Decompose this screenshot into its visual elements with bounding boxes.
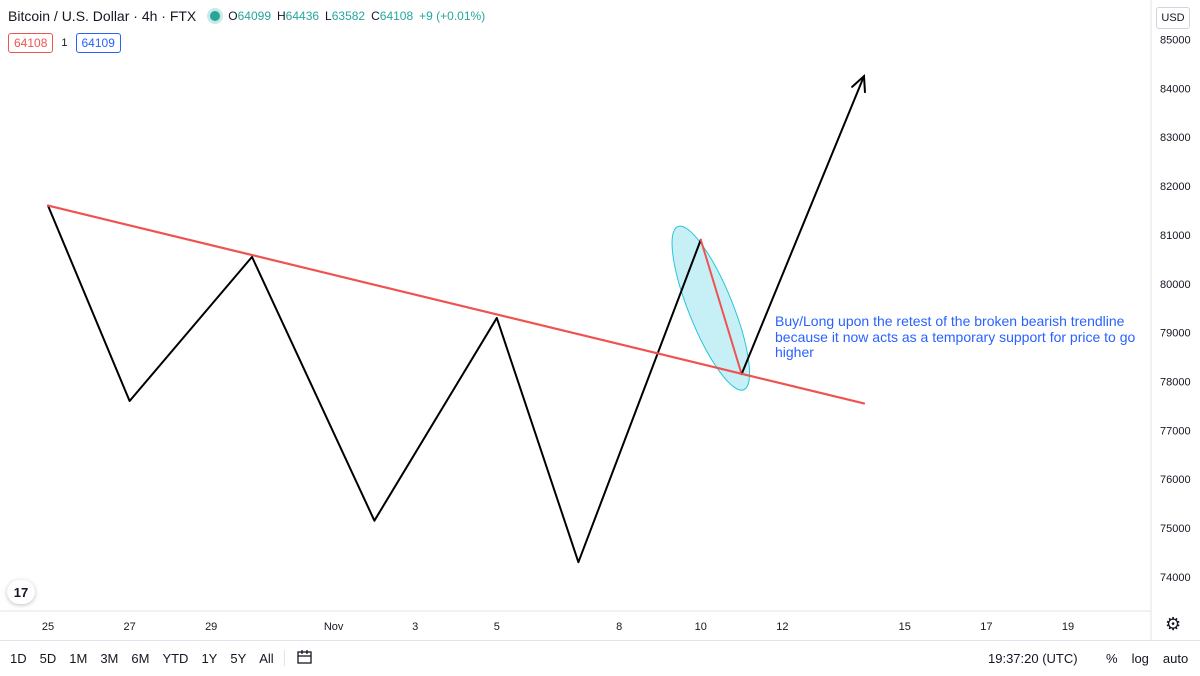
ohlc-high: H64436 (277, 9, 320, 23)
percent-scale-button[interactable]: % (1106, 651, 1118, 666)
range-buttons: 1D 5D 1M 3M 6M YTD 1Y 5Y All (10, 651, 274, 666)
ohlc-close: C64108 (371, 9, 414, 23)
price-axis[interactable]: 85000 84000 83000 82000 81000 80000 79000 78000… (1160, 35, 1191, 584)
price-tick-label: 80000 (1160, 279, 1191, 291)
time-tick-label: 29 (205, 621, 217, 633)
time-tick-label: 3 (412, 621, 418, 633)
range-button-all[interactable]: All (259, 651, 274, 666)
price-tick-label: 84000 (1160, 83, 1191, 95)
price-tick-label: 82000 (1160, 181, 1191, 193)
auto-scale-button[interactable]: auto (1162, 651, 1189, 666)
drawing-layer (46, 74, 866, 564)
time-tick-label: 5 (494, 621, 500, 633)
range-button-1d[interactable]: 1D (10, 651, 27, 666)
utc-clock[interactable]: 19:37:20 (UTC) (988, 651, 1078, 666)
range-button-5d[interactable]: 5D (39, 651, 57, 666)
toolbar-divider (284, 650, 285, 666)
range-button-5y[interactable]: 5Y (230, 651, 247, 666)
bearish-trendline (46, 204, 866, 405)
range-button-ytd[interactable]: YTD (162, 651, 189, 666)
range-button-6m[interactable]: 6M (131, 651, 150, 666)
price-tick-label: 78000 (1160, 376, 1191, 388)
price-tick-label: 85000 (1160, 35, 1191, 47)
price-tick-label: 74000 (1160, 572, 1191, 584)
retest-leg-line (699, 238, 743, 376)
chart-area[interactable]: 85000 84000 83000 82000 81000 80000 79000 78000… (0, 0, 1200, 640)
scale-buttons: % log auto (1106, 651, 1188, 666)
sell-price-button[interactable]: 64108 (8, 33, 54, 53)
spread-value: 1 (61, 37, 68, 49)
time-tick-label: 17 (980, 621, 992, 633)
symbol-title[interactable]: Bitcoin / U.S. Dollar · 4h · FTX (8, 8, 197, 24)
range-button-3m[interactable]: 3M (100, 651, 119, 666)
time-tick-label: 25 (42, 621, 54, 633)
time-tick-label: 19 (1062, 621, 1074, 633)
buy-price-button[interactable]: 64109 (75, 33, 121, 53)
ohlc-change: +9 (+0.01%) (419, 9, 486, 23)
price-tick-label: 81000 (1160, 230, 1191, 242)
time-tick-label: 12 (776, 621, 788, 633)
price-path-line (47, 204, 702, 564)
currency-selector[interactable]: USD (1156, 7, 1190, 29)
time-tick-label: Nov (324, 621, 344, 633)
price-tick-label: 76000 (1160, 474, 1191, 486)
time-tick-label: 27 (123, 621, 135, 633)
time-axis[interactable]: 25 27 29 Nov 3 5 8 10 12 15 17 19 (42, 621, 1074, 633)
price-tick-label: 75000 (1160, 523, 1191, 535)
trade-buttons: 64108 1 64109 (8, 33, 121, 53)
ohlc-open: O64099 (228, 9, 271, 23)
gear-icon[interactable]: ⚙ (1165, 614, 1182, 634)
time-tick-label: 15 (899, 621, 911, 633)
price-path-line (740, 75, 865, 376)
legend-header: Bitcoin / U.S. Dollar · 4h · FTX O64099 … (8, 8, 491, 24)
market-status-icon (210, 11, 221, 21)
price-tick-label: 83000 (1160, 132, 1191, 144)
time-tick-label: 8 (616, 621, 622, 633)
date-range-icon[interactable] (296, 649, 314, 669)
time-tick-label: 10 (695, 621, 707, 633)
ohlc-low: L63582 (325, 9, 366, 23)
highlight-ellipse (671, 225, 751, 391)
range-button-1y[interactable]: 1Y (201, 651, 218, 666)
range-button-1m[interactable]: 1M (69, 651, 88, 666)
chart-annotation-text[interactable]: Buy/Long upon the retest of the broken b… (775, 313, 1136, 360)
arrow-head-icon (851, 74, 866, 94)
tradingview-logo-icon[interactable]: 17 (7, 580, 35, 604)
price-tick-label: 79000 (1160, 328, 1191, 340)
bottom-toolbar: 1D 5D 1M 3M 6M YTD 1Y 5Y All 19:37:20 (U… (0, 640, 1200, 676)
log-scale-button[interactable]: log (1131, 651, 1149, 666)
price-tick-label: 77000 (1160, 425, 1191, 437)
